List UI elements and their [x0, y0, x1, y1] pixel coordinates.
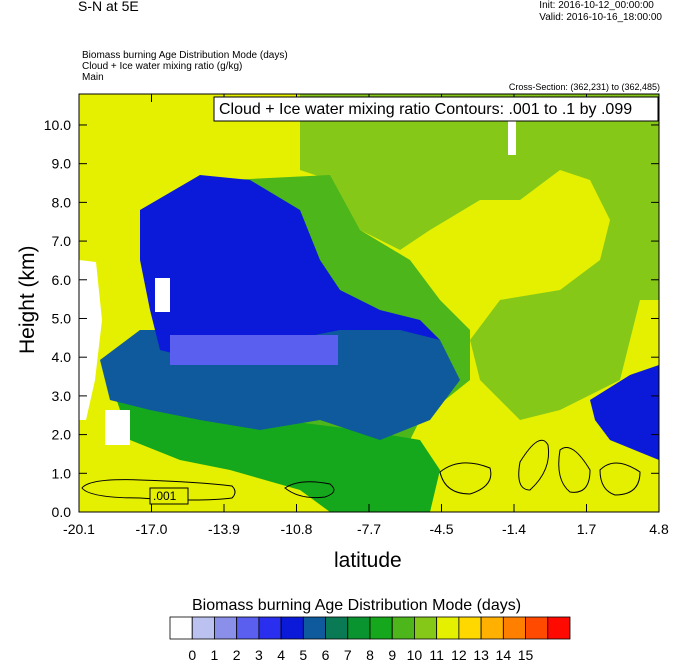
contour-annotation: Cloud + Ice water mixing ratio Contours:…: [213, 96, 659, 122]
colorbar: 0 1 2 3 4 5 6 7 8 9 10 11 12 13 14 15: [169, 616, 571, 663]
colorbar-swatch: [302, 616, 326, 640]
colorbar-swatch: [236, 616, 260, 640]
colorbar-swatch: [480, 616, 504, 640]
y-tick-label: 4.0: [52, 349, 72, 365]
colorbar-swatch: [169, 616, 193, 640]
colorbar-label: 11: [429, 647, 444, 663]
colorbar-swatch: [258, 616, 282, 640]
colorbar-swatch: [547, 616, 571, 640]
x-tick-label: -20.1: [63, 521, 95, 537]
valid-time: Valid: 2016-10-16_18:00:00: [539, 12, 662, 23]
x-axis: -20.1 -17.0 -13.9 -10.8 -7.7 -4.5 -1.4 1.7 4.8: [63, 94, 669, 537]
region-green-upper-right: [300, 94, 659, 420]
colorbar-swatch: [214, 616, 238, 640]
time-info: Init: 2016-10-12_00:00:00 Valid: 2016-10…: [539, 0, 662, 24]
colorbar-swatch: [347, 616, 371, 640]
x-tick-label: -7.7: [357, 521, 381, 537]
contour-label-box: [149, 487, 189, 505]
y-tick-label: 7.0: [52, 233, 72, 249]
colorbar-label: 12: [451, 647, 467, 663]
x-tick-label: 1.7: [577, 521, 597, 537]
cloud-contours: [81, 439, 641, 501]
colorbar-swatch: [458, 616, 482, 640]
y-tick-label: 9.0: [52, 156, 72, 172]
region-light-blue-band: [170, 335, 338, 365]
colorbar-label: 13: [473, 647, 489, 663]
colorbar-label: 10: [407, 647, 423, 663]
y-tick-label: 3.0: [52, 388, 72, 404]
field-1: Biomass burning Age Distribution Mode (d…: [82, 50, 288, 61]
init-time: Init: 2016-10-12_00:00:00: [539, 0, 654, 11]
cross-section-info: Cross-Section: (362,231) to (362,485): [508, 82, 660, 92]
y-tick-label: 1.0: [52, 465, 72, 481]
y-tick-label: 2.0: [52, 427, 72, 443]
region-white-left: [79, 260, 102, 420]
colorbar-swatch: [325, 616, 349, 640]
field-2: Cloud + Ice water mixing ratio (g/kg): [82, 61, 243, 72]
x-tick-label: -10.8: [281, 521, 313, 537]
colorbar-label: 6: [322, 647, 330, 663]
colorbar-label: 2: [233, 647, 241, 663]
colorbar-label: 9: [388, 647, 396, 663]
colorbar-label: 5: [299, 647, 307, 663]
colorbar-label: 4: [277, 647, 285, 663]
y-tick-label: 8.0: [52, 194, 72, 210]
colorbar-swatch: [280, 616, 304, 640]
colorbar-label: 8: [366, 647, 374, 663]
region-white-lower-left: [105, 410, 130, 445]
colorbar-label: 7: [344, 647, 352, 663]
x-tick-label: -17.0: [136, 521, 168, 537]
region-right-blue-patch: [590, 365, 659, 460]
heatmap-field: [79, 94, 659, 512]
y-axis: 0.0 1.0 2.0 3.0 4.0 5.0 6.0 7.0 8.0 9.0 10.0: [44, 117, 659, 520]
region-blue-core: [140, 175, 440, 360]
contour-label: .001: [153, 489, 177, 503]
colorbar-label: 0: [188, 647, 196, 663]
x-tick-label: -13.9: [208, 521, 240, 537]
colorbar-swatch: [414, 616, 438, 640]
plot-title: S-N at 5E: [78, 0, 139, 14]
region-white-top: [508, 120, 516, 155]
annotation-text: Cloud + Ice water mixing ratio Contours:…: [219, 101, 632, 118]
x-tick-label: -1.4: [502, 521, 526, 537]
y-tick-label: 5.0: [52, 310, 72, 326]
y-tick-label: 6.0: [52, 272, 72, 288]
y-tick-label: 0.0: [52, 504, 72, 520]
field-3: Main: [82, 72, 104, 83]
colorbar-swatch: [436, 616, 460, 640]
colorbar-swatch: [502, 616, 526, 640]
region-white-blob: [155, 278, 170, 312]
colorbar-label: 1: [211, 647, 219, 663]
field-descriptions: Biomass burning Age Distribution Mode (d…: [82, 50, 288, 83]
x-tick-label: 4.8: [649, 521, 669, 537]
colorbar-label: 3: [255, 647, 263, 663]
y-axis-label: Height (km): [16, 245, 39, 354]
colorbar-swatch: [369, 616, 393, 640]
colorbar-label: 14: [496, 647, 512, 663]
colorbar-swatch: [191, 616, 215, 640]
colorbar-swatch: [391, 616, 415, 640]
y-tick-label: 10.0: [44, 117, 71, 133]
colorbar-swatch: [525, 616, 549, 640]
colorbar-title: Biomass burning Age Distribution Mode (d…: [192, 597, 522, 614]
colorbar-label: 15: [518, 647, 534, 663]
annotation-box: [213, 96, 659, 122]
x-tick-label: -4.5: [429, 521, 453, 537]
x-axis-label: latitude: [334, 549, 402, 572]
